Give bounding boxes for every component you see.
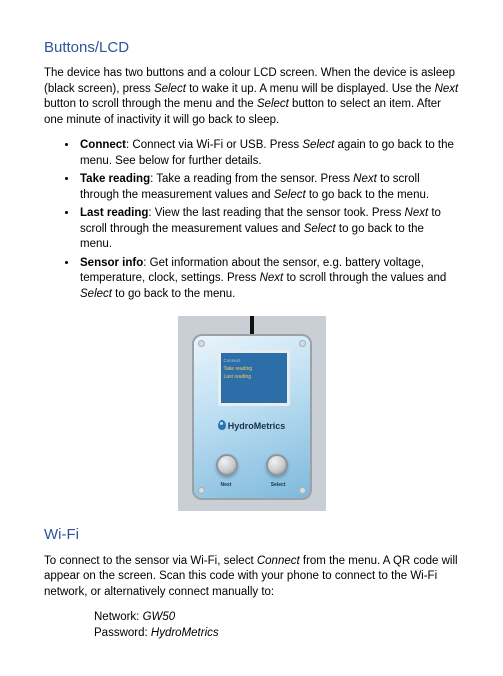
network-line: Network: GW50 [94, 610, 459, 626]
text: to scroll through the values and [283, 272, 446, 284]
label: Network: [94, 611, 143, 623]
term-select: Select [257, 98, 289, 110]
heading-buttons-lcd: Buttons/LCD [44, 38, 459, 58]
wifi-intro: To connect to the sensor via Wi-Fi, sele… [44, 554, 459, 601]
device-figure: Connect Take reading Last reading HydroM… [44, 316, 459, 511]
term-select: Select [154, 83, 186, 95]
screw-icon [198, 340, 205, 347]
text: to go back to the menu. [112, 288, 235, 300]
screen-line: Connect [224, 357, 284, 364]
value: HydroMetrics [151, 627, 219, 639]
next-button-label: Next [221, 482, 232, 489]
key: Select [304, 223, 336, 235]
brand-text: HydroMetrics [228, 421, 286, 431]
key: Select [302, 139, 334, 151]
password-line: Password: HydroMetrics [94, 626, 459, 642]
text: to go back to the menu. [306, 189, 429, 201]
list-item: Sensor info: Get information about the s… [78, 256, 459, 303]
term-next: Next [435, 83, 459, 95]
label: Password: [94, 627, 151, 639]
list-item: Take reading: Take a reading from the se… [78, 172, 459, 203]
term: Take reading [80, 173, 150, 185]
wifi-credentials: Network: GW50 Password: HydroMetrics [44, 610, 459, 641]
term: Sensor info [80, 257, 143, 269]
text: : Take a reading from the sensor. Press [150, 173, 353, 185]
brand-label: HydroMetrics [194, 420, 310, 432]
list-item: Last reading: View the last reading that… [78, 206, 459, 253]
key: Next [353, 173, 377, 185]
select-button-label: Select [271, 482, 286, 489]
photo-background: Connect Take reading Last reading HydroM… [178, 316, 326, 511]
screw-icon [299, 487, 306, 494]
menu-list: Connect: Connect via Wi-Fi or USB. Press… [44, 138, 459, 302]
screen-line: Take reading [224, 365, 284, 373]
text: To connect to the sensor via Wi-Fi, sele… [44, 555, 257, 567]
term: Last reading [80, 207, 148, 219]
screen-line: Last reading [224, 373, 284, 381]
list-item: Connect: Connect via Wi-Fi or USB. Press… [78, 138, 459, 169]
key: Select [274, 189, 306, 201]
lcd-screen: Connect Take reading Last reading [218, 350, 290, 406]
text: : View the last reading that the sensor … [148, 207, 404, 219]
text: button to scroll through the menu and th… [44, 98, 257, 110]
key: Next [405, 207, 429, 219]
key: Select [80, 288, 112, 300]
cable [250, 316, 254, 334]
droplet-icon [218, 420, 226, 430]
value: GW50 [143, 611, 176, 623]
next-button [216, 454, 238, 476]
term: Connect [80, 139, 126, 151]
intro-paragraph: The device has two buttons and a colour … [44, 66, 459, 128]
heading-wifi: Wi-Fi [44, 525, 459, 545]
text: to wake it up. A menu will be displayed.… [186, 83, 435, 95]
screw-icon [198, 487, 205, 494]
device-enclosure: Connect Take reading Last reading HydroM… [192, 334, 312, 500]
text: : Connect via Wi-Fi or USB. Press [126, 139, 302, 151]
screw-icon [299, 340, 306, 347]
term-connect: Connect [257, 555, 300, 567]
key: Next [260, 272, 284, 284]
select-button [266, 454, 288, 476]
